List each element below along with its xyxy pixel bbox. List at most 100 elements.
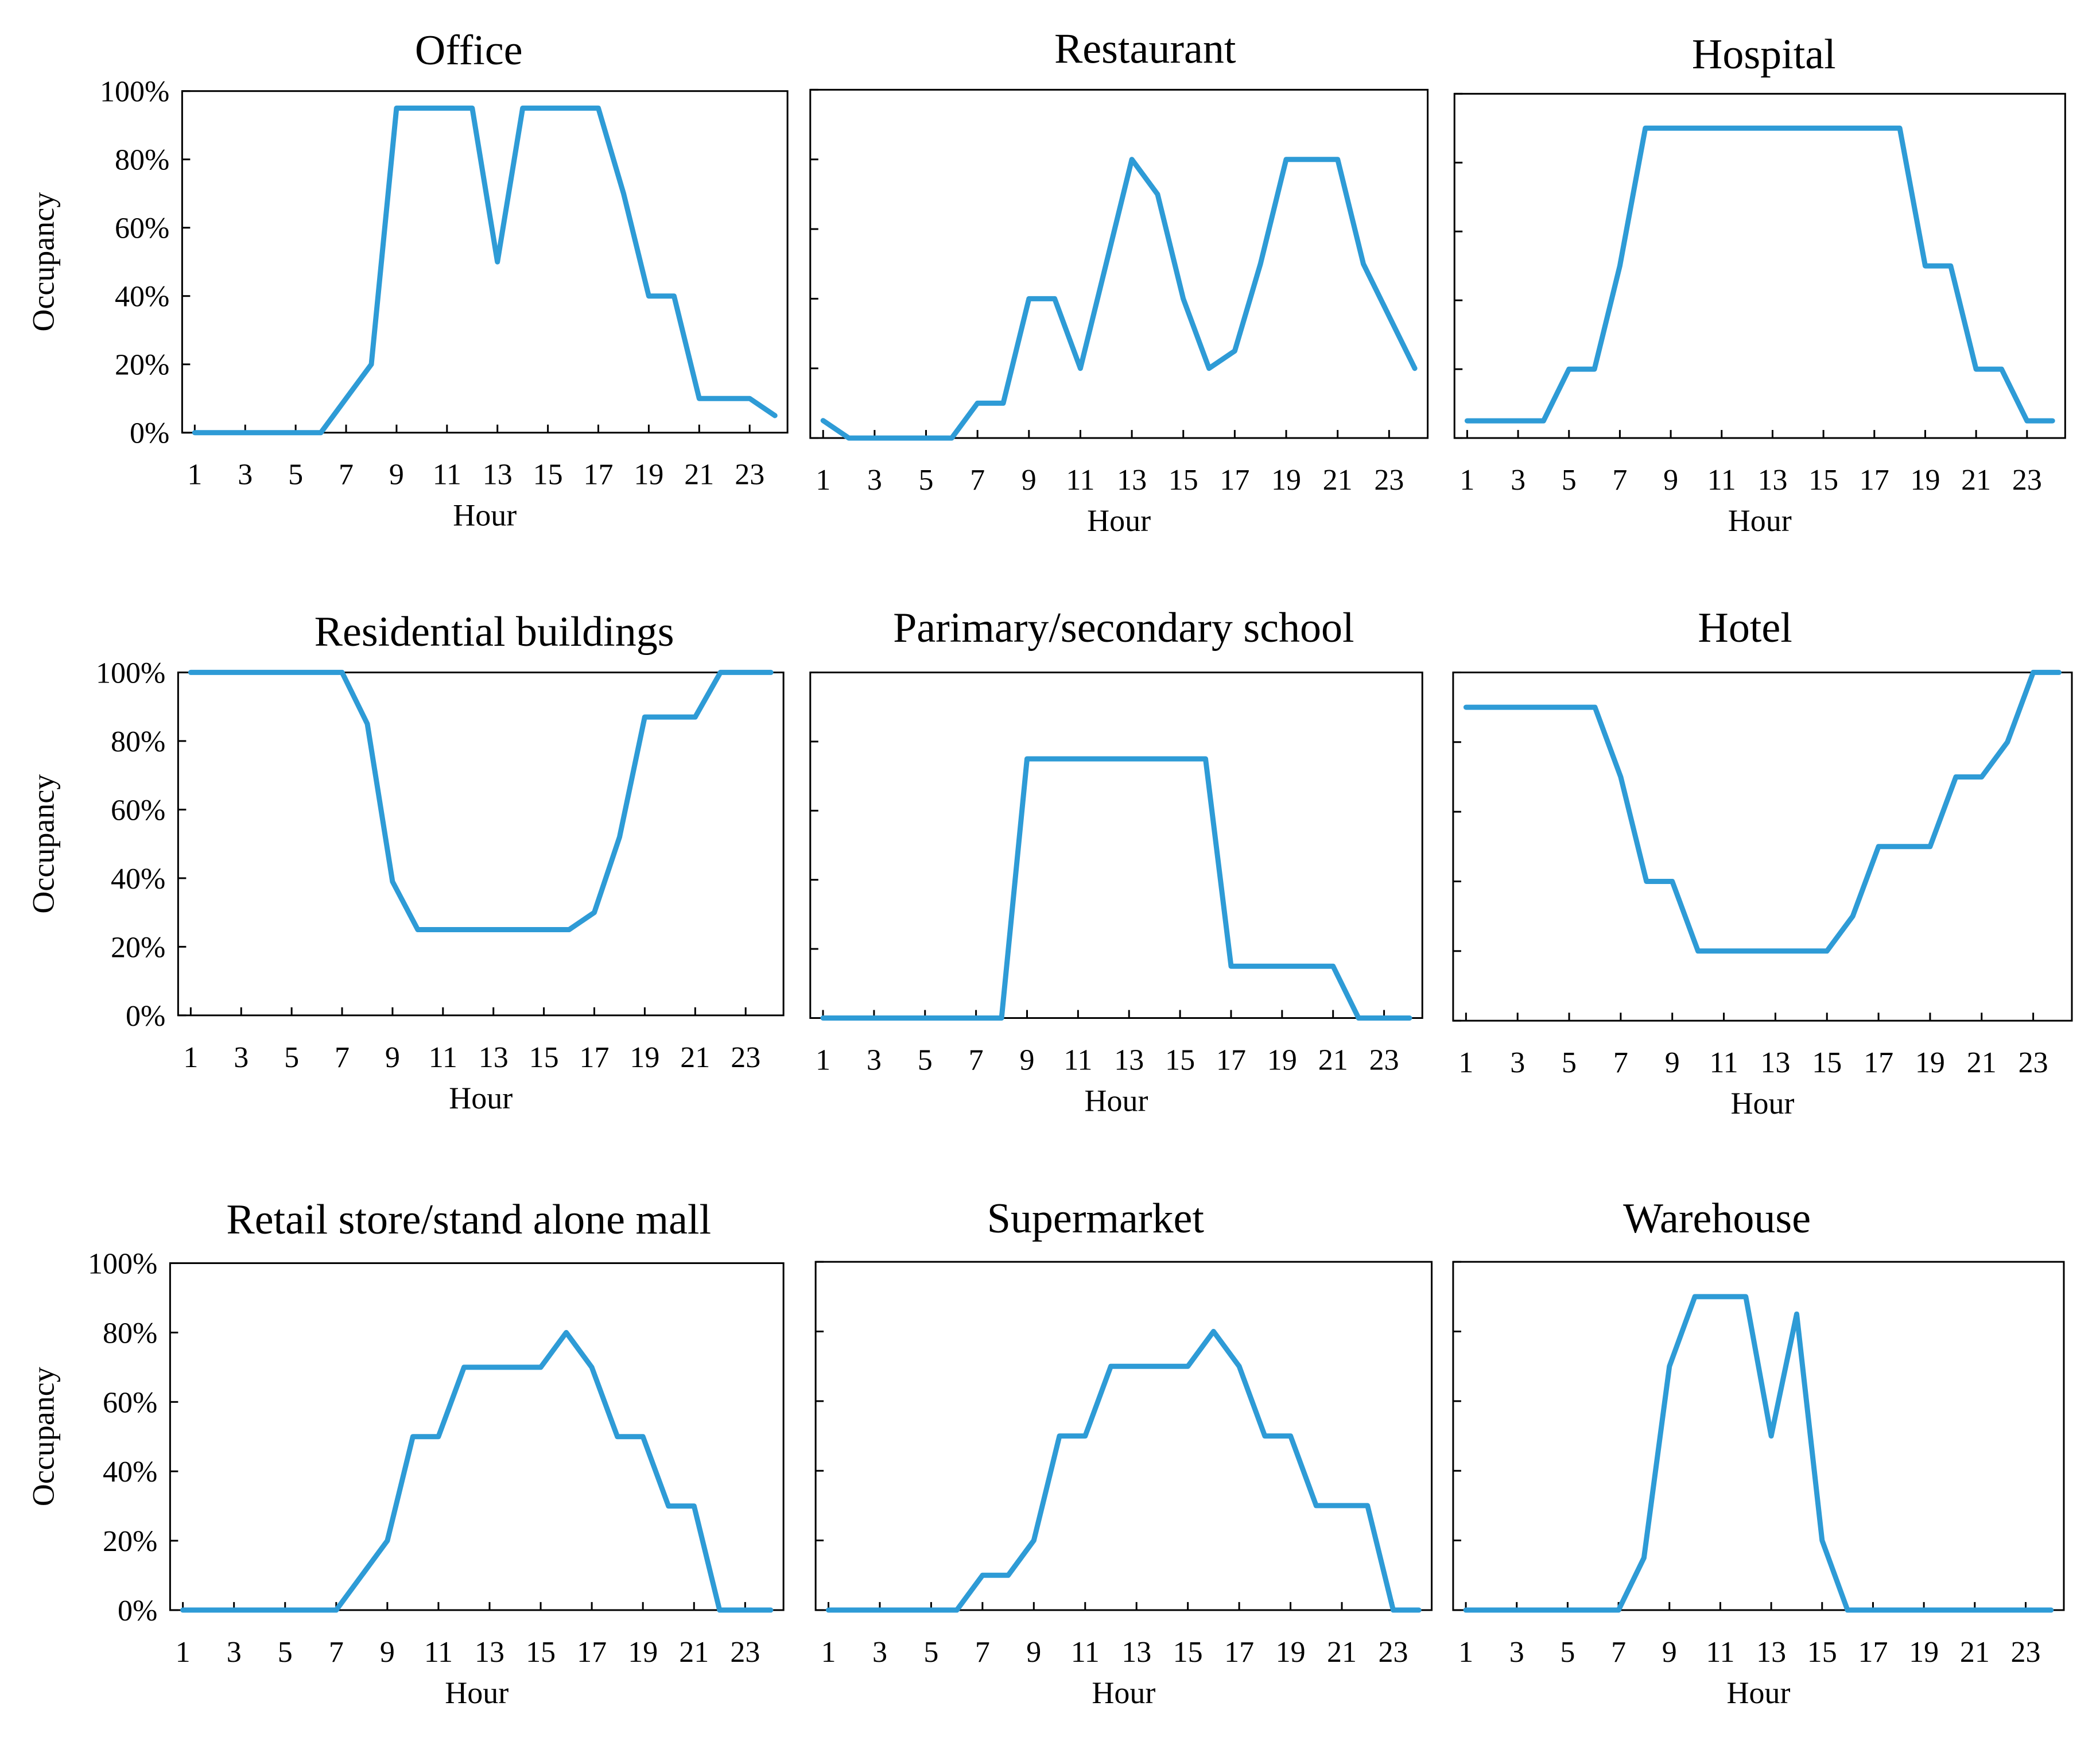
x-tick-label: 7 (335, 1041, 350, 1074)
x-tick-label: 11 (429, 1041, 457, 1074)
x-tick-label: 15 (1807, 1636, 1837, 1669)
x-tick-label: 11 (1710, 1046, 1738, 1079)
x-tick-label: 11 (1707, 464, 1736, 497)
occupancy-line (192, 105, 778, 436)
panel-title: Hotel (1698, 604, 1792, 652)
x-tick-label: 17 (1864, 1046, 1893, 1079)
plot-frame (1452, 671, 2073, 1022)
x-tick-label: 9 (1019, 1044, 1034, 1076)
x-tick-label: 19 (1271, 464, 1301, 497)
x-tick-label: 15 (1173, 1636, 1203, 1669)
x-tick-label: 23 (731, 1041, 760, 1074)
x-axis-label: Hour (1092, 1676, 1155, 1710)
x-tick-label: 7 (329, 1636, 344, 1669)
x-tick-label: 15 (1169, 464, 1198, 497)
occupancy-line (180, 1329, 774, 1613)
x-tick-label: 1 (816, 464, 830, 497)
x-tick-label: 23 (1378, 1636, 1408, 1669)
x-tick-label: 23 (735, 459, 764, 491)
x-tick-label: 13 (1756, 1636, 1786, 1669)
y-tick-label: 100% (96, 657, 165, 689)
plot-frame (814, 1261, 1433, 1611)
x-tick-label: 11 (1066, 464, 1094, 497)
y-tick-label: 80% (115, 144, 169, 177)
x-tick-label: 5 (923, 1636, 938, 1669)
x-axis-label: Hour (1087, 503, 1151, 538)
x-tick-label: 9 (1662, 1636, 1677, 1669)
x-tick-label: 9 (1663, 464, 1678, 497)
x-tick-label: 3 (867, 1044, 882, 1076)
x-tick-label: 7 (975, 1636, 990, 1669)
x-tick-label: 21 (1318, 1044, 1348, 1076)
x-tick-label: 15 (1812, 1046, 1842, 1079)
y-tick-label: 0% (130, 417, 169, 450)
x-tick-label: 13 (483, 459, 513, 491)
x-tick-label: 19 (1909, 1636, 1939, 1669)
x-tick-label: 11 (433, 459, 461, 491)
x-tick-label: 19 (634, 459, 663, 491)
x-tick-label: 7 (1611, 1636, 1626, 1669)
plot-frame (177, 671, 785, 1017)
x-tick-label: 11 (1706, 1636, 1734, 1669)
panel-title: Office (415, 27, 523, 74)
plot-frame (809, 88, 1429, 439)
x-tick-label: 3 (1510, 1046, 1525, 1079)
x-tick-label: 1 (816, 1044, 830, 1076)
occupancy-line (188, 669, 774, 932)
x-tick-label: 7 (339, 459, 354, 491)
x-tick-label: 23 (2019, 1046, 2048, 1079)
y-axis-label: Occupancy (26, 1367, 60, 1506)
x-tick-label: 7 (1612, 464, 1627, 497)
panel-title: Parimary/secondary school (893, 604, 1354, 652)
x-tick-label: 5 (1562, 464, 1577, 497)
panel-residential-buildings: Residential buildings 0% 20% 40% 60% 80% 100% 1… (26, 608, 785, 1115)
x-tick-label: 5 (284, 1041, 299, 1074)
x-axis-label: Hour (1730, 1086, 1794, 1120)
x-tick-label: 17 (584, 459, 614, 491)
x-tick-label: 15 (529, 1041, 559, 1074)
x-tick-label: 9 (380, 1636, 395, 1669)
y-tick-label: 0% (118, 1595, 157, 1627)
panel-title: Supermarket (987, 1195, 1205, 1242)
panel-title: Restaurant (1054, 26, 1236, 73)
x-tick-label: 9 (385, 1041, 400, 1074)
x-tick-label: 15 (1165, 1044, 1195, 1076)
y-tick-label: 20% (115, 349, 169, 382)
x-tick-label: 1 (821, 1636, 836, 1669)
x-axis-label: Hour (445, 1676, 508, 1710)
x-tick-label: 13 (1121, 1636, 1151, 1669)
plot-frame (809, 671, 1423, 1019)
x-tick-label: 13 (475, 1636, 504, 1669)
x-tick-label: 1 (183, 1041, 198, 1074)
x-tick-label: 11 (1063, 1044, 1092, 1076)
x-tick-label: 11 (424, 1636, 453, 1669)
y-tick-label: 60% (115, 212, 169, 245)
x-tick-label: 23 (2012, 464, 2042, 497)
y-tick-label: 20% (111, 931, 165, 964)
x-tick-label: 15 (533, 459, 563, 491)
x-tick-label: 11 (1071, 1636, 1100, 1669)
x-tick-label: 23 (2010, 1636, 2040, 1669)
x-tick-label: 3 (238, 459, 253, 491)
plot-frame (1452, 1261, 2065, 1611)
x-tick-label: 9 (389, 459, 404, 491)
y-tick-label: 60% (103, 1386, 157, 1419)
x-tick-label: 19 (1910, 464, 1940, 497)
x-tick-label: 19 (1276, 1636, 1306, 1669)
y-tick-label: 40% (103, 1456, 157, 1488)
x-tick-label: 9 (1665, 1046, 1680, 1079)
x-tick-label: 5 (919, 464, 934, 497)
x-tick-label: 3 (867, 464, 882, 497)
x-tick-label: 17 (580, 1041, 610, 1074)
plot-frame (1453, 92, 2066, 439)
x-tick-label: 7 (969, 1044, 984, 1076)
y-tick-label: 80% (111, 726, 165, 758)
y-tick-label: 40% (115, 281, 169, 313)
x-tick-label: 1 (1458, 1636, 1473, 1669)
x-tick-label: 3 (234, 1041, 249, 1074)
x-tick-label: 13 (1757, 464, 1787, 497)
